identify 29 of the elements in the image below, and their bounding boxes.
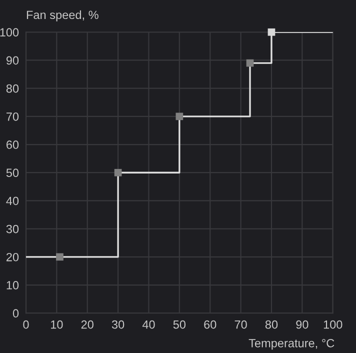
y-tick-label: 50 (6, 168, 19, 178)
x-axis-title: Temperature, °C (248, 338, 334, 350)
point (246, 59, 254, 67)
x-tick-label: 70 (234, 320, 247, 329)
x-tick-label: 90 (296, 320, 308, 329)
x-tick-label: 50 (173, 320, 186, 329)
y-tick-label: 80 (6, 84, 19, 93)
x-tick-label: 40 (142, 320, 155, 329)
chart-title: Fan speed, % (26, 10, 98, 22)
y-tick-label: 100 (0, 28, 19, 37)
x-tick-label: 30 (112, 320, 124, 329)
y-tick-label: 10 (6, 281, 19, 290)
x-tick-label: 60 (204, 320, 216, 329)
x-tick-label: 0 (23, 320, 29, 329)
y-tick-label: 70 (6, 112, 19, 121)
point (114, 168, 122, 176)
point (56, 253, 64, 261)
x-tick-label: 100 (324, 320, 342, 329)
point (176, 112, 184, 120)
y-tick-label: 30 (6, 224, 19, 234)
x-tick-label: 20 (81, 320, 94, 329)
y-tick-label: 60 (6, 140, 19, 149)
y-tick-label: 90 (6, 56, 19, 65)
x-tick-label: 80 (265, 320, 278, 329)
y-tick-label: 0 (12, 309, 19, 318)
y-tick-label: 20 (6, 252, 19, 262)
x-tick-label: 10 (51, 320, 63, 329)
y-tick-label: 40 (6, 196, 19, 206)
point (268, 28, 276, 36)
